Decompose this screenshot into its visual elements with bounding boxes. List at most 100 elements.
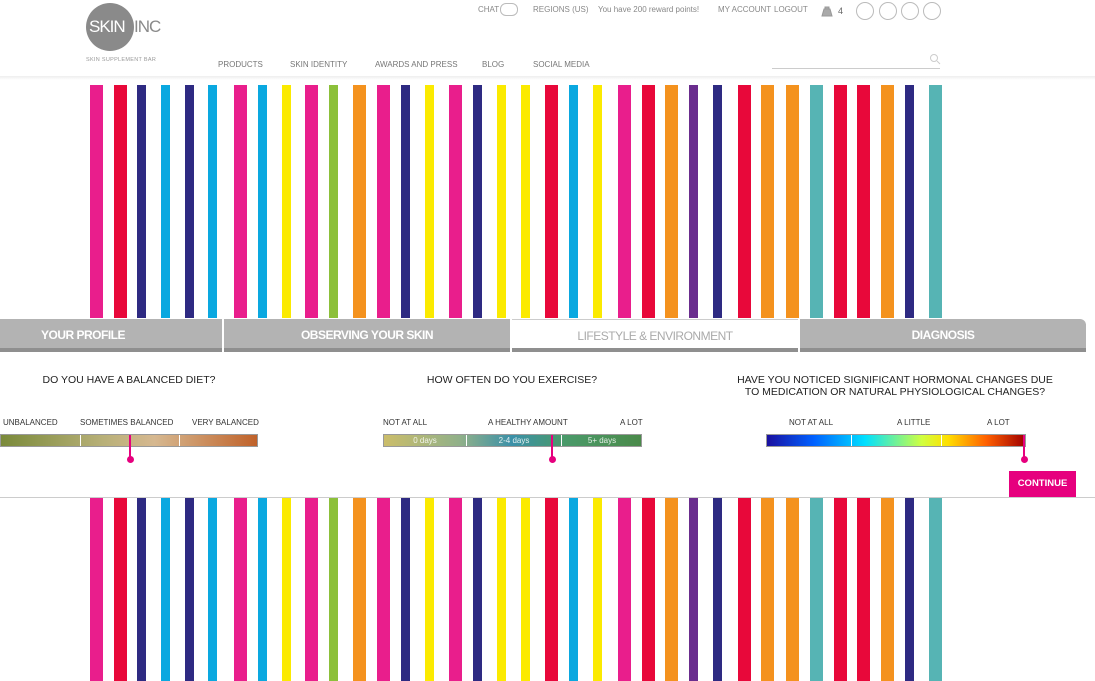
stripe [425,498,434,681]
diet-slider[interactable] [0,434,258,463]
stripe [881,85,894,318]
stripe [689,498,698,681]
stripe [208,85,217,318]
stripe [473,498,482,681]
stripe [642,498,655,681]
cart-count: 4 [838,6,844,16]
twitter-icon[interactable] [901,2,919,20]
stripe [761,498,774,681]
logo-mark[interactable]: SKIN [89,17,126,36]
hormonal-slider[interactable] [766,434,1028,463]
stripe [618,498,631,681]
stripe [90,85,103,318]
nav-social[interactable]: SOCIAL MEDIA [533,60,590,69]
regions-link[interactable]: REGIONS (US) [533,5,589,14]
chat-icon[interactable] [500,3,518,16]
stripe [473,85,482,318]
slider-handle-dot[interactable] [127,456,134,463]
stripe [305,85,318,318]
slider-handle-dot[interactable] [1021,456,1028,463]
slider-label: A LOT [620,418,643,427]
continue-button[interactable]: CONTINUE [1009,471,1076,497]
slider-tick [179,435,180,446]
pinterest-icon[interactable] [879,2,897,20]
cart-icon[interactable] [820,4,834,18]
stripe [353,498,366,681]
logo-circle[interactable] [86,3,134,51]
stripe [545,498,558,681]
stripe [258,498,267,681]
search-box[interactable] [772,52,940,69]
stripe [353,85,366,318]
stripe [521,85,530,318]
question-title: DO YOU HAVE A BALANCED DIET? [42,374,216,386]
stripe [161,498,170,681]
slider-handle[interactable] [129,435,131,459]
chat-link[interactable]: CHAT [478,5,500,14]
tab-active[interactable]: LIFESTYLE & ENVIRONMENT [512,319,798,352]
stripe [713,85,722,318]
stripe [401,498,410,681]
stripe [377,498,390,681]
search-icon[interactable] [929,53,941,65]
slider-label: VERY BALANCED [192,418,259,427]
tab-underline [512,348,798,352]
stripe [905,85,914,318]
exercise-slider[interactable]: 0 days 2-4 days 5+ days [383,434,642,463]
stripe [282,85,291,318]
stripe [738,498,751,681]
reward-points: You have 200 reward points! [598,5,700,14]
tab-label: LIFESTYLE & ENVIRONMENT [577,329,733,343]
tab[interactable]: OBSERVING YOUR SKIN [224,319,510,352]
stripe [521,498,530,681]
nav-awards[interactable]: AWARDS AND PRESS [375,60,458,69]
stripe [258,85,267,318]
stripe [545,85,558,318]
stripe [593,498,602,681]
tab-label: YOUR PROFILE [41,328,126,342]
stripe [137,85,146,318]
tab-label: OBSERVING YOUR SKIN [300,328,434,342]
tab-label: DIAGNOSIS [911,328,975,342]
stripe [569,498,578,681]
slider-label: A HEALTHY AMOUNT [488,418,568,427]
stripes-bottom [0,498,1095,681]
slider-label: A LITTLE [897,418,931,427]
stripe [834,498,847,681]
nav-blog[interactable]: BLOG [482,60,505,69]
stripe [857,498,870,681]
account-link[interactable]: MY ACCOUNT [718,5,772,14]
logout-link[interactable]: LOGOUT [774,5,808,14]
slider-segment: 0 days [413,436,437,445]
slider-handle[interactable] [1023,435,1025,459]
slider-tick [466,435,467,446]
tab[interactable]: YOUR PROFILE [0,319,222,352]
stripe [90,498,103,681]
slider-handle-dot[interactable] [549,456,556,463]
stripe [208,498,217,681]
stripe [929,85,942,318]
stripe [234,85,247,318]
slider-handle[interactable] [551,435,553,459]
stripe [593,85,602,318]
facebook-icon[interactable] [856,2,874,20]
nav-skin-identity[interactable]: SKIN IDENTITY [290,60,348,69]
logo-suffix[interactable]: INC [134,17,161,36]
stripe [282,498,291,681]
question-panel [0,352,1095,498]
slider-tick [80,435,81,446]
tab[interactable]: DIAGNOSIS [800,319,1086,352]
tab-underline [224,348,510,352]
stripe [497,85,506,318]
stripe [810,85,823,318]
instagram-icon[interactable] [923,2,941,20]
nav-products[interactable]: PRODUCTS [218,60,263,69]
tab-underline [800,348,1086,352]
stripe [305,498,318,681]
slider-segment: 5+ days [587,436,617,445]
tab-underline [0,348,222,352]
stripe [857,85,870,318]
stripe [786,498,799,681]
stripe [665,85,678,318]
